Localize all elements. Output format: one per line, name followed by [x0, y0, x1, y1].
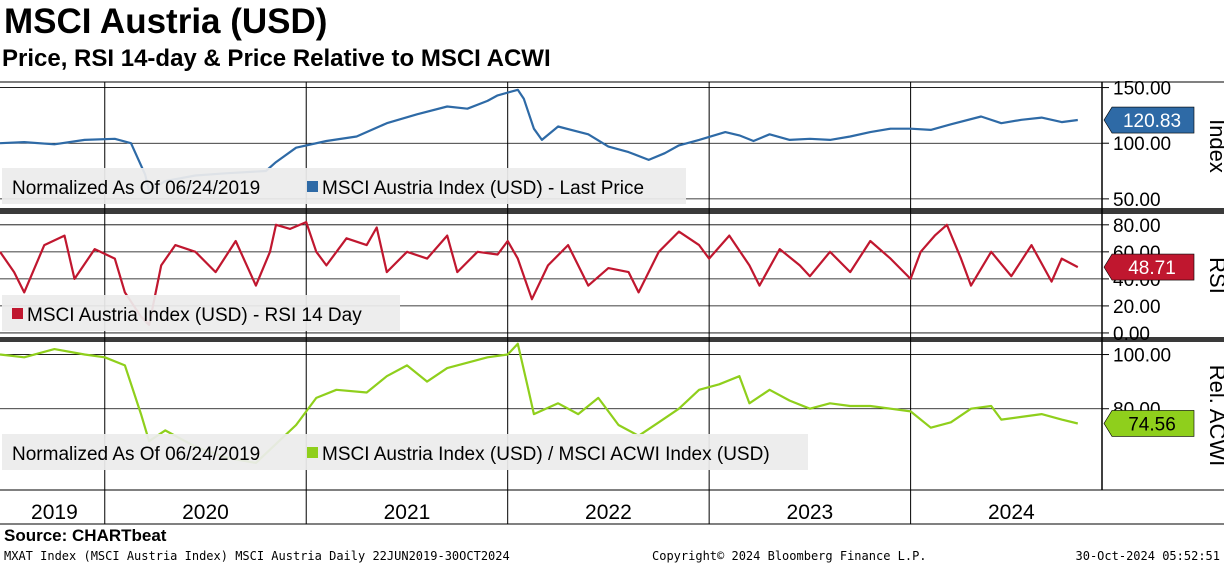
y-tick-label: 50.00	[1113, 190, 1161, 211]
x-tick-label: 2019	[31, 501, 78, 524]
y-tick-label: 100.00	[1113, 346, 1171, 367]
last-value-label: 48.71	[1128, 258, 1176, 279]
x-tick-label: 2021	[384, 501, 431, 524]
last-value-label: 74.56	[1128, 414, 1176, 435]
x-tick-label: 2022	[585, 501, 632, 524]
last-value-tag	[1103, 106, 1195, 134]
legend-note: Normalized As Of 06/24/2019	[12, 444, 260, 465]
legend-note: Normalized As Of 06/24/2019	[12, 178, 260, 199]
chart-title: MSCI Austria (USD)	[4, 2, 328, 41]
y-tick-label: 80.00	[1113, 216, 1161, 237]
legend-box	[2, 295, 400, 331]
legend-swatch	[307, 447, 318, 458]
x-tick-label: 2024	[988, 501, 1035, 524]
ticker-info: MXAT Index (MSCI Austria Index) MSCI Aus…	[4, 549, 510, 563]
last-value-tag	[1103, 410, 1195, 437]
legend-box	[2, 168, 686, 204]
axis-title: Rel. ACWI	[1205, 365, 1224, 466]
legend-label: MSCI Austria Index (USD) - RSI 14 Day	[27, 305, 362, 326]
legend-box	[2, 434, 808, 470]
x-tick-label: 2020	[182, 501, 229, 524]
y-tick-label: 150.00	[1113, 79, 1171, 100]
source-label: Source: CHARTbeat	[4, 526, 167, 545]
legend-label: MSCI Austria Index (USD) / MSCI ACWI Ind…	[322, 444, 770, 465]
last-value-tag	[1103, 253, 1195, 281]
chart-subtitle: Price, RSI 14-day & Price Relative to MS…	[2, 45, 551, 72]
timestamp: 30-Oct-2024 05:52:51	[1075, 549, 1221, 563]
x-tick-label: 2023	[787, 501, 834, 524]
series-line	[0, 221, 1079, 326]
y-tick-label: 0.00	[1113, 324, 1150, 345]
last-value-label: 120.83	[1123, 111, 1181, 132]
copyright: Copyright© 2024 Bloomberg Finance L.P.	[652, 549, 927, 563]
y-tick-label: 100.00	[1113, 134, 1171, 155]
legend-label: MSCI Austria Index (USD) - Last Price	[322, 178, 644, 199]
panel-separator	[0, 337, 1224, 342]
panel-separator	[0, 208, 1224, 214]
axis-title: RSI	[1205, 257, 1224, 294]
y-tick-label: 20.00	[1113, 297, 1161, 318]
legend-swatch	[307, 181, 318, 192]
axis-title: Index	[1205, 119, 1224, 173]
legend-swatch	[12, 308, 23, 319]
